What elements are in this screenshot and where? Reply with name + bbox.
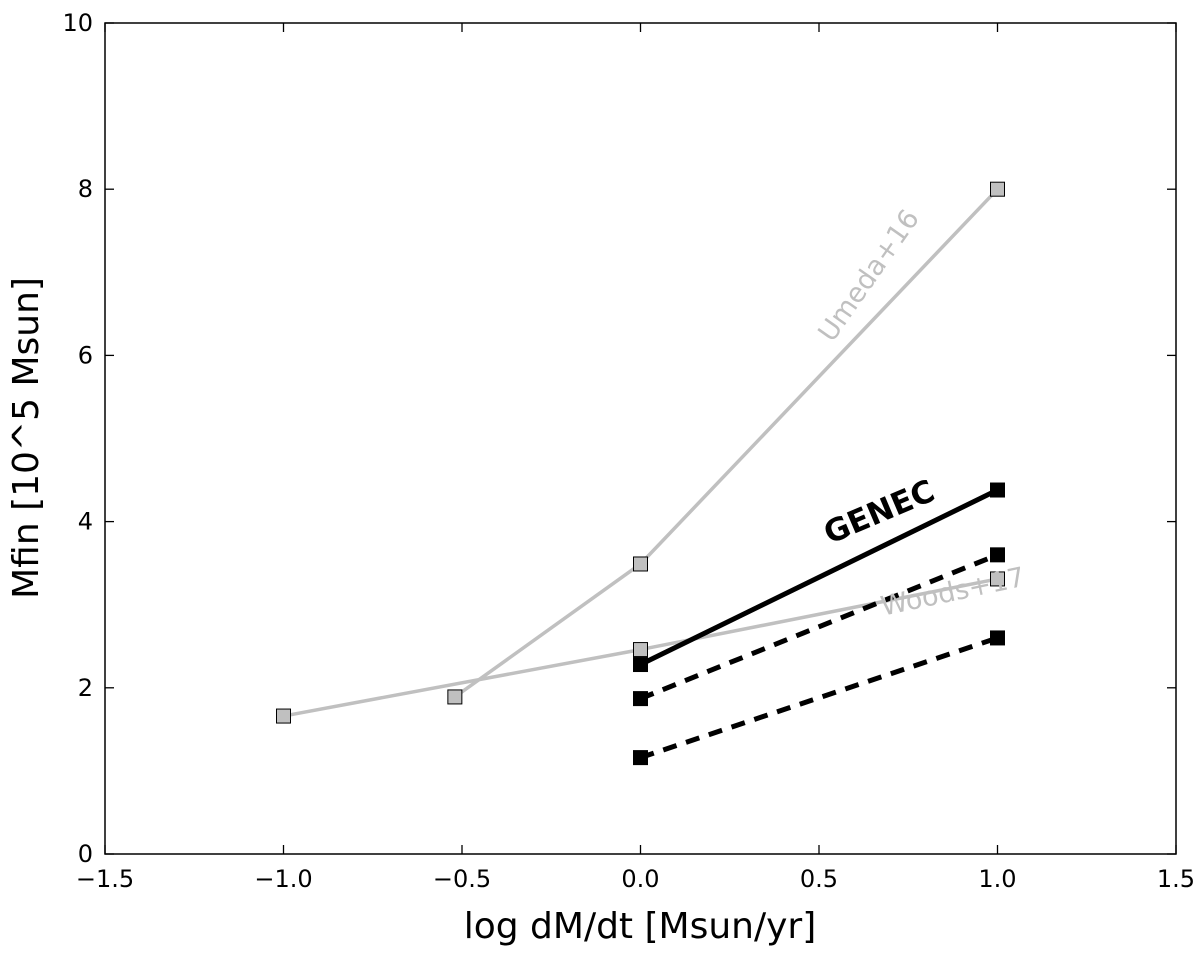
series-line-dashed-3: [639, 552, 999, 701]
y-tick-label: 4: [78, 508, 93, 536]
x-tick-label: 0.0: [621, 865, 659, 893]
series-line-genec: [639, 487, 999, 667]
x-tick-label: 1.5: [1157, 865, 1195, 893]
axis-layer: −1.5 −1.0 −0.5 0.0 0.5 1.0 1.5 0 2 4 6 8 10: [62, 9, 1195, 893]
data-point-marker: [633, 691, 648, 707]
data-point-marker: [633, 556, 648, 572]
x-tick-label: 0.5: [800, 865, 838, 893]
y-tick-label: 6: [78, 341, 93, 369]
data-point-marker: [633, 750, 648, 766]
y-tick-label: 0: [78, 840, 93, 868]
data-point-marker: [990, 547, 1005, 563]
y-axis-title: Mfin [10^5 Msun]: [6, 277, 47, 599]
plot-frame: [104, 22, 1177, 855]
y-tick-label: 8: [78, 175, 93, 203]
y-tick-label: 2: [78, 674, 93, 702]
data-point-marker: [990, 630, 1005, 646]
series-line-dashed-4: [639, 635, 999, 760]
data-point-marker: [633, 642, 648, 658]
data-point-marker: [276, 708, 291, 724]
data-point-marker: [990, 181, 1005, 197]
x-axis-title: log dM/dt [Msun/yr]: [464, 906, 817, 947]
x-tick-label: −1.5: [76, 865, 134, 893]
x-tick-label: −1.0: [254, 865, 312, 893]
x-tick-label: −0.5: [433, 865, 491, 893]
data-point-marker: [447, 689, 463, 705]
data-point-marker: [633, 657, 648, 673]
marker-layer: [276, 181, 1005, 766]
data-point-marker: [990, 571, 1005, 587]
data-point-marker: [990, 482, 1005, 498]
annotation-genec: GENEC: [819, 473, 940, 552]
y-tick-label: 10: [62, 9, 93, 37]
x-tick-label: 1.0: [978, 865, 1016, 893]
series-layer: [283, 187, 999, 760]
